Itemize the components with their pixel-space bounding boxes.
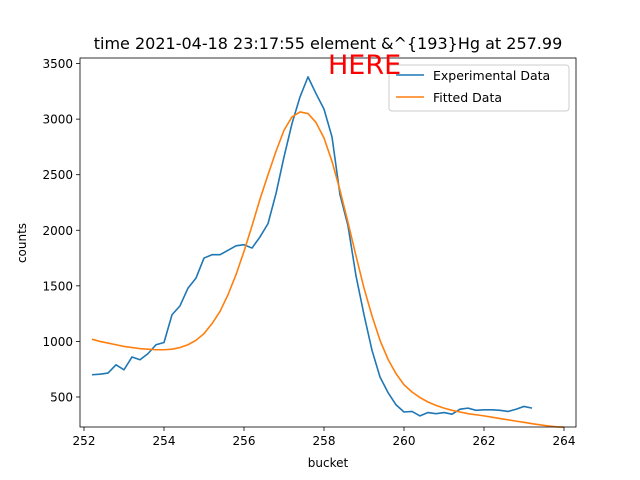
y-axis: 500 1000 1500 2000 2500 3000 3500 [42, 57, 80, 404]
y-tick-label: 2000 [42, 224, 73, 238]
x-tick-label: 252 [73, 434, 96, 448]
x-tick-label: 262 [473, 434, 496, 448]
chart-title: time 2021-04-18 23:17:55 element &^{193}… [94, 34, 563, 53]
legend-label-experimental: Experimental Data [433, 68, 550, 83]
legend-label-fitted: Fitted Data [433, 90, 502, 105]
y-tick-label: 1000 [42, 335, 73, 349]
y-tick-label: 1500 [42, 279, 73, 293]
y-tick-label: 3500 [42, 57, 73, 71]
legend: Experimental Data Fitted Data [388, 64, 570, 112]
y-tick-label: 500 [50, 390, 73, 404]
legend-frame [388, 64, 570, 112]
series-layer [91, 76, 565, 429]
annotation-here: HERE [328, 50, 401, 81]
x-tick-label: 260 [393, 434, 416, 448]
x-tick-label: 258 [313, 434, 336, 448]
x-axis: 252 254 256 258 260 262 264 [73, 427, 576, 448]
x-tick-label: 256 [233, 434, 256, 448]
y-tick-label: 2500 [42, 168, 73, 182]
x-axis-label: bucket [308, 456, 349, 470]
x-tick-label: 254 [153, 434, 176, 448]
series-line-experimental [91, 76, 533, 417]
x-tick-label: 264 [553, 434, 576, 448]
y-tick-label: 3000 [42, 113, 73, 127]
plot-frame [79, 57, 577, 428]
series-line-fitted [91, 111, 565, 429]
y-axis-label: counts [15, 223, 29, 263]
